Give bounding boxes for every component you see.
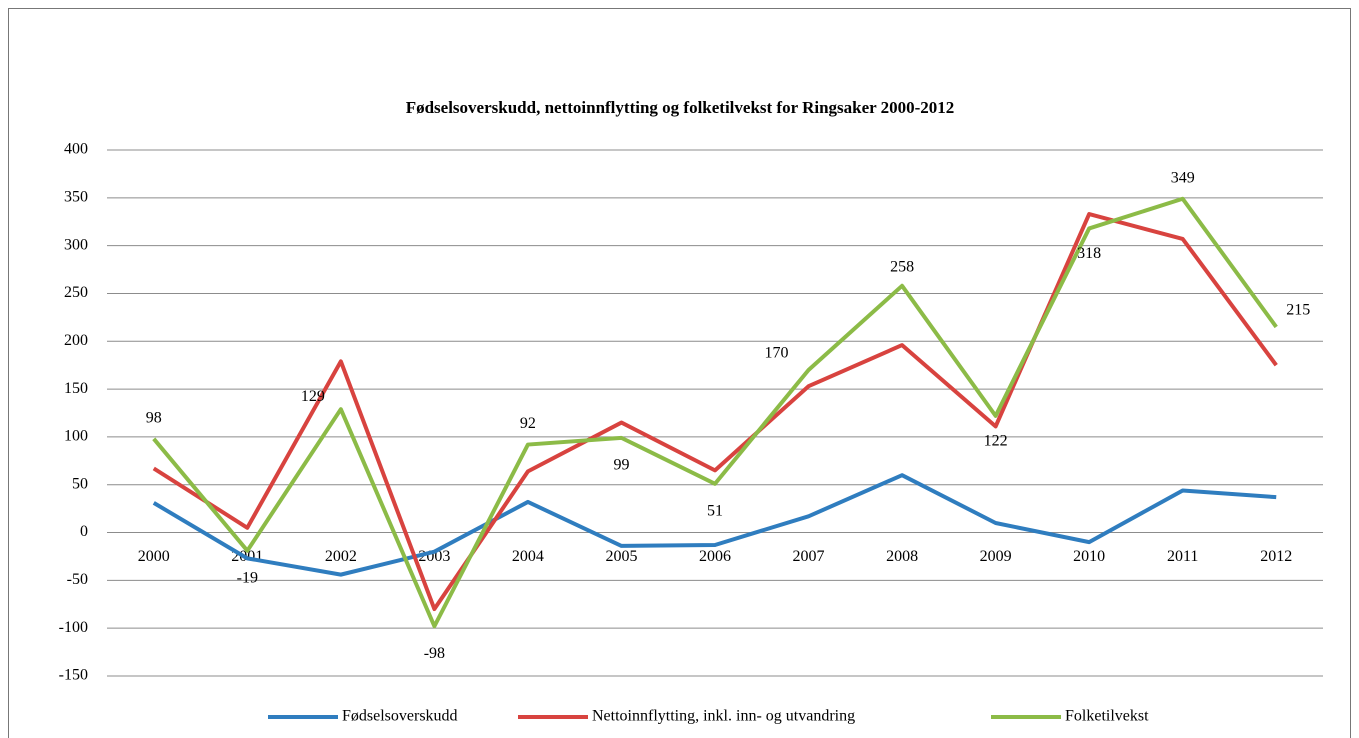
data-label: 92 bbox=[520, 415, 536, 432]
x-tick-label: 2012 bbox=[1260, 548, 1292, 565]
y-tick-label: 400 bbox=[64, 141, 88, 158]
x-tick-label: 2005 bbox=[605, 548, 637, 565]
x-tick-label: 2010 bbox=[1073, 548, 1105, 565]
y-tick-label: 200 bbox=[64, 332, 88, 349]
chart-border bbox=[8, 8, 1351, 738]
y-tick-label: 100 bbox=[64, 428, 88, 445]
data-label: 318 bbox=[1077, 245, 1101, 262]
y-tick-label: 150 bbox=[64, 380, 88, 397]
data-label: -98 bbox=[424, 645, 445, 662]
data-label: 349 bbox=[1171, 169, 1195, 186]
series-line bbox=[152, 212, 1278, 612]
y-tick-label: 250 bbox=[64, 284, 88, 301]
y-tick-label: 350 bbox=[64, 188, 88, 205]
data-label: 215 bbox=[1286, 302, 1310, 319]
x-tick-label: 2007 bbox=[793, 548, 825, 565]
data-label: 99 bbox=[613, 457, 629, 474]
data-label: 122 bbox=[984, 433, 1008, 450]
x-tick-label: 2009 bbox=[980, 548, 1012, 565]
x-tick-label: 2002 bbox=[325, 548, 357, 565]
data-label: 129 bbox=[301, 388, 325, 405]
y-tick-label: 0 bbox=[80, 523, 88, 540]
legend-label: Fødselsoverskudd bbox=[342, 708, 458, 725]
data-label: -19 bbox=[237, 569, 258, 586]
legend-label: Folketilvekst bbox=[1065, 708, 1149, 725]
x-tick-label: 2006 bbox=[699, 548, 731, 565]
y-tick-label: -50 bbox=[67, 571, 88, 588]
data-label: 98 bbox=[146, 409, 162, 426]
x-tick-label: 2011 bbox=[1167, 548, 1198, 565]
y-tick-label: 50 bbox=[72, 475, 88, 492]
legend-label: Nettoinnflytting, inkl. inn- og utvandri… bbox=[592, 708, 855, 725]
y-tick-label: -150 bbox=[59, 667, 88, 684]
x-tick-label: 2000 bbox=[138, 548, 170, 565]
series-line bbox=[152, 196, 1278, 629]
data-label: 258 bbox=[890, 258, 914, 275]
chart-title: Fødselsoverskudd, nettoinnflytting og fo… bbox=[406, 98, 955, 117]
data-label: 51 bbox=[707, 502, 723, 519]
data-label: 170 bbox=[765, 345, 789, 362]
y-tick-label: -100 bbox=[59, 619, 88, 636]
x-tick-label: 2008 bbox=[886, 548, 918, 565]
series-line bbox=[152, 473, 1277, 577]
y-tick-label: 300 bbox=[64, 236, 88, 253]
x-tick-label: 2004 bbox=[512, 548, 544, 565]
